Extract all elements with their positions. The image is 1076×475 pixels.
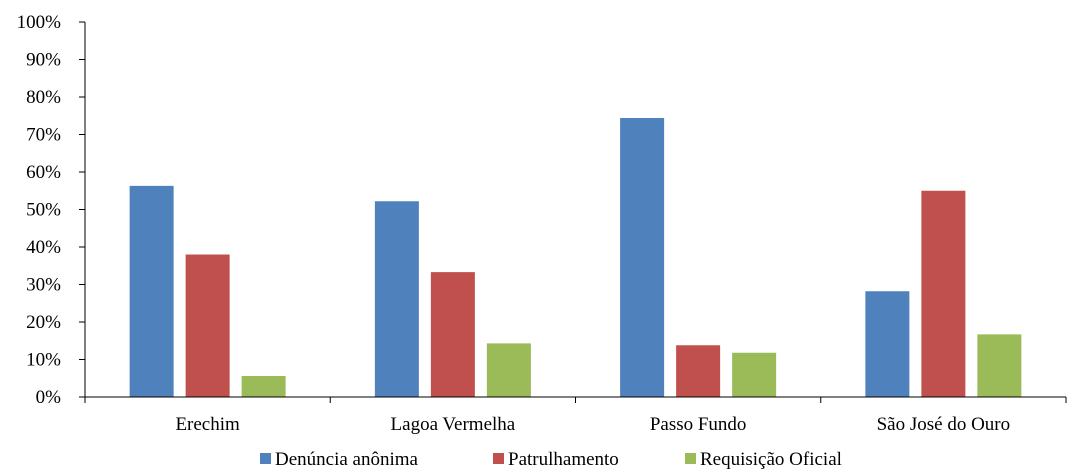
legend-label: Patrulhamento <box>508 449 619 470</box>
legend: Denúncia anônima Patrulhamento Requisição … <box>260 449 842 470</box>
bar <box>129 185 174 397</box>
y-tick-label: 70% <box>26 125 61 146</box>
y-tick-label: 100% <box>17 12 62 33</box>
legend-label: Requisição Oficial <box>700 449 842 470</box>
y-tick-label: 10% <box>26 350 61 371</box>
y-tick-label: 20% <box>26 312 61 333</box>
y-tick-label: 90% <box>26 50 61 71</box>
x-category-label: São José do Ouro <box>877 414 1011 435</box>
bar <box>732 352 777 397</box>
x-category-label: Erechim <box>175 414 240 435</box>
y-tick-label: 60% <box>26 162 61 183</box>
y-axis: 0% 10% 20% 30% 40% 50% 60% 70% 80% 90% 100% <box>17 12 86 408</box>
bar <box>921 190 966 397</box>
y-tick-label: 30% <box>26 275 61 296</box>
bar <box>185 254 230 397</box>
legend-swatch <box>493 453 504 464</box>
bar <box>486 343 531 397</box>
legend-label: Denúncia anônima <box>275 449 419 470</box>
bar <box>374 201 419 397</box>
x-axis: Erechim Lagoa Vermelha Passo Fundo São José… <box>84 396 1067 435</box>
y-tick-label: 40% <box>26 237 61 258</box>
bar <box>620 118 665 397</box>
y-tick-label: 80% <box>26 87 61 108</box>
bar <box>430 272 475 397</box>
x-category-label: Lagoa Vermelha <box>391 414 516 435</box>
bars <box>129 118 1022 397</box>
bar <box>977 334 1022 397</box>
bar <box>865 291 910 397</box>
legend-swatch <box>260 453 271 464</box>
legend-swatch <box>685 453 696 464</box>
x-category-label: Passo Fundo <box>650 414 747 435</box>
bar <box>241 376 286 397</box>
bar <box>676 345 721 397</box>
y-tick-label: 0% <box>36 387 62 408</box>
y-tick-label: 50% <box>26 200 61 221</box>
